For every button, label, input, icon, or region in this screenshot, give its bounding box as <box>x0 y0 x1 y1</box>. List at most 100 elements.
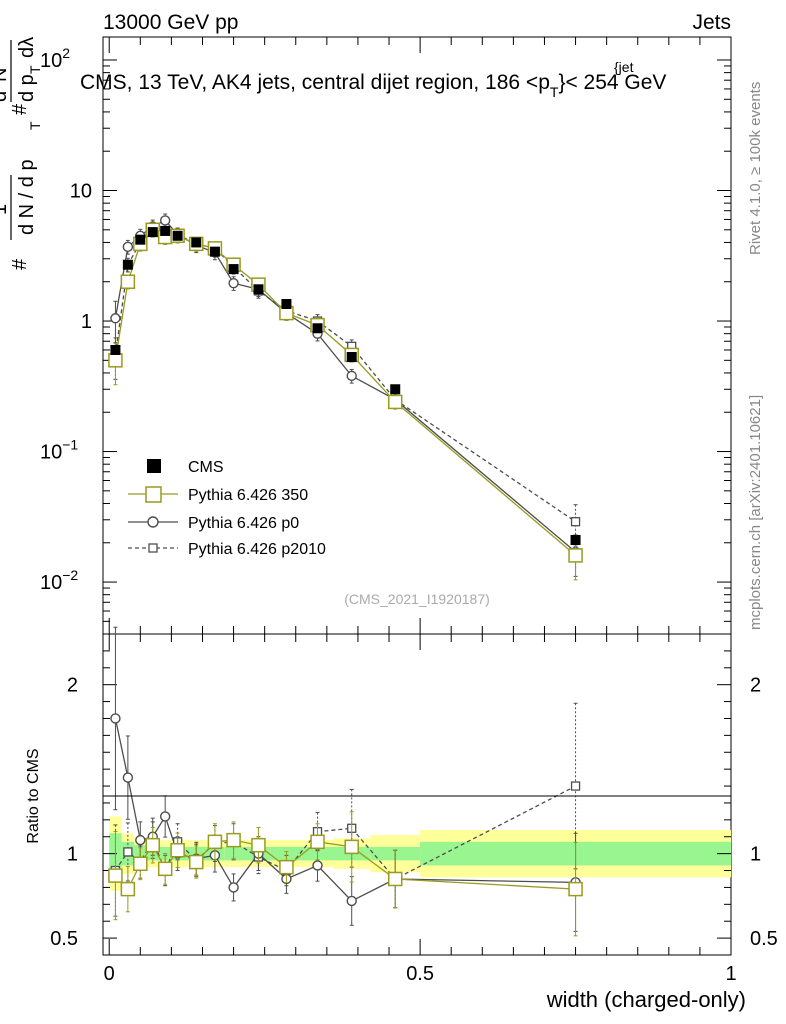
ratio-pythia-6.426-p0-point-11 <box>312 860 323 871</box>
main-cms-point-10 <box>281 299 292 310</box>
ratio-pythia-6.426-350-point-7 <box>207 834 223 850</box>
legend-cms-label: CMS <box>188 459 224 476</box>
main-cms-point-13 <box>390 384 401 395</box>
ratio-pythia-6.426-350-point-12 <box>344 839 359 855</box>
ratio-pythia-6.426-p2010-point-14 <box>570 781 581 791</box>
main-cms-point-7 <box>209 246 220 257</box>
header-jets-label: Jets <box>692 11 731 34</box>
main-ytick-label-0: 102 <box>40 45 70 72</box>
main-cms-point-8 <box>228 264 239 275</box>
ratio-pythia-6.426-p0-point-4 <box>159 811 171 822</box>
ratio-pythia-6.426-350-point-6 <box>189 854 204 870</box>
ratio-pythia-6.426-p2010-point-1 <box>123 847 133 857</box>
legend: CMS Pythia 6.426 350 Pythia 6.426 p0 Pyt… <box>128 459 326 558</box>
main-line-pythia-6.426-p2010 <box>114 228 576 523</box>
main-cms-point-6 <box>191 237 202 248</box>
ratio-ytick-label-left-2: 0.5 <box>50 928 78 950</box>
ratio-pythia-6.426-350-point-8 <box>226 832 241 848</box>
main-ytick-label-1: 10 <box>70 181 92 203</box>
ratio-line-pythia-6.426-p2010 <box>114 785 576 880</box>
ratio-pythia-6.426-350-point-11 <box>310 834 325 850</box>
analysis-watermark: (CMS_2021_I1920187) <box>344 591 490 607</box>
main-cms-point-5 <box>172 230 183 241</box>
main-pythia-6.426-p0-point-4 <box>159 215 171 226</box>
main-y-axis-label: # d N / d p T 1 # d 2N d p T dλ <box>0 37 43 270</box>
main-ytick-label-4: 10−2 <box>40 567 78 594</box>
main-title-sup: {jet <box>614 59 634 75</box>
main-pythia-6.426-p0-point-12 <box>346 370 357 382</box>
main-ytick-label-2: 1 <box>81 311 92 333</box>
svg-text:T: T <box>27 121 43 130</box>
svg-text:d N / d p: d N / d p <box>16 159 38 235</box>
legend-cms-marker <box>147 459 161 473</box>
ratio-panel-frame <box>102 633 732 956</box>
main-pythia-6.426-350-point-0 <box>108 353 123 368</box>
main-title: CMS, 13 TeV, AK4 jets, central dijet reg… <box>80 71 666 100</box>
ratio-pythia-6.426-p0-point-0 <box>110 713 121 724</box>
series-lines <box>114 219 577 902</box>
main-pythia-6.426-p2010-point-14 <box>570 517 581 527</box>
ratio-pythia-6.426-350-point-13 <box>387 871 403 887</box>
main-cms-point-0 <box>110 344 121 355</box>
main-cms-point-4 <box>160 225 171 236</box>
legend-p0-label: Pythia 6.426 p0 <box>188 515 299 532</box>
main-title-end: }< 254 GeV <box>558 71 666 94</box>
svg-text:T: T <box>27 65 43 74</box>
rivet-version-label: Rivet 4.1.0, ≥ 100k events <box>747 82 764 255</box>
main-pythia-6.426-p0-point-8 <box>228 277 239 289</box>
main-pythia-6.426-350-point-14 <box>568 548 583 563</box>
series-markers <box>108 213 583 937</box>
legend-p2010-label: Pythia 6.426 p2010 <box>188 541 326 558</box>
ratio-y-axis-label: Ratio to CMS <box>25 748 42 843</box>
main-pythia-6.426-p0-point-0 <box>110 313 121 324</box>
ratio-ytick-label-right-0: 2 <box>750 675 761 697</box>
header-energy-label: 13000 GeV pp <box>103 11 238 34</box>
ratio-pythia-6.426-350-point-5 <box>170 843 185 858</box>
band-inner-8 <box>224 846 247 861</box>
svg-text:d p: d p <box>16 74 38 102</box>
ratio-pythia-6.426-p0-point-1 <box>122 772 134 783</box>
ratio-pythia-6.426-350-point-9 <box>251 837 266 853</box>
main-line-pythia-6.426-350 <box>114 228 577 556</box>
main-pythia-6.426-350-point-13 <box>387 394 403 410</box>
main-cms-point-3 <box>147 227 158 238</box>
ratio-pythia-6.426-p0-point-12 <box>346 895 357 907</box>
axis-ticks: 102 10 1 10−1 10−2 0 0.5 1 2 2 1 1 0.5 0.5 <box>40 37 778 985</box>
legend-p0-marker <box>147 516 159 528</box>
ratio-ytick-label-right-1: 1 <box>750 844 761 866</box>
ratio-pythia-6.426-350-point-10 <box>279 859 294 875</box>
main-pythia-6.426-p0-point-1 <box>122 241 134 253</box>
ratio-ytick-label-left-0: 2 <box>67 675 78 697</box>
svg-text:#: # <box>9 103 31 115</box>
x-axis-label: width (charged-only) <box>546 987 746 1012</box>
ratio-pythia-6.426-350-point-1 <box>120 881 136 897</box>
main-title-text: CMS, 13 TeV, AK4 jets, central dijet reg… <box>80 71 550 94</box>
ratio-pythia-6.426-350-point-2 <box>133 856 148 872</box>
svg-text:N: N <box>0 68 11 82</box>
svg-text:#: # <box>9 258 31 270</box>
main-title-sub: T <box>550 84 559 100</box>
x-tick-label-1: 0.5 <box>406 963 434 985</box>
ratio-pythia-6.426-350-point-14 <box>568 881 583 897</box>
ratio-ytick-label-right-2: 0.5 <box>750 928 778 950</box>
ratio-pythia-6.426-350-point-4 <box>157 861 173 877</box>
main-cms-point-2 <box>135 234 146 245</box>
main-cms-point-9 <box>253 284 264 295</box>
main-line-pythia-6.426-p0 <box>114 219 577 553</box>
main-ytick-label-3: 10−1 <box>40 437 78 464</box>
main-cms-point-12 <box>346 352 357 363</box>
ratio-pythia-6.426-p0-point-2 <box>135 834 146 846</box>
svg-text:dλ: dλ <box>16 37 38 58</box>
legend-p2010-marker <box>148 543 158 553</box>
legend-350-label: Pythia 6.426 350 <box>188 487 308 504</box>
mcplots-label: mcplots.cern.ch [arXiv:2401.10621] <box>747 395 764 630</box>
legend-350-marker <box>145 486 162 503</box>
x-tick-label-0: 0 <box>104 963 115 985</box>
ratio-pythia-6.426-350-point-0 <box>108 868 123 883</box>
ratio-ytick-label-left-1: 1 <box>67 844 78 866</box>
main-cms-point-11 <box>312 323 323 334</box>
ratio-pythia-6.426-350-point-3 <box>145 837 160 853</box>
main-cms-point-1 <box>122 259 133 270</box>
svg-text:2: 2 <box>0 81 2 88</box>
